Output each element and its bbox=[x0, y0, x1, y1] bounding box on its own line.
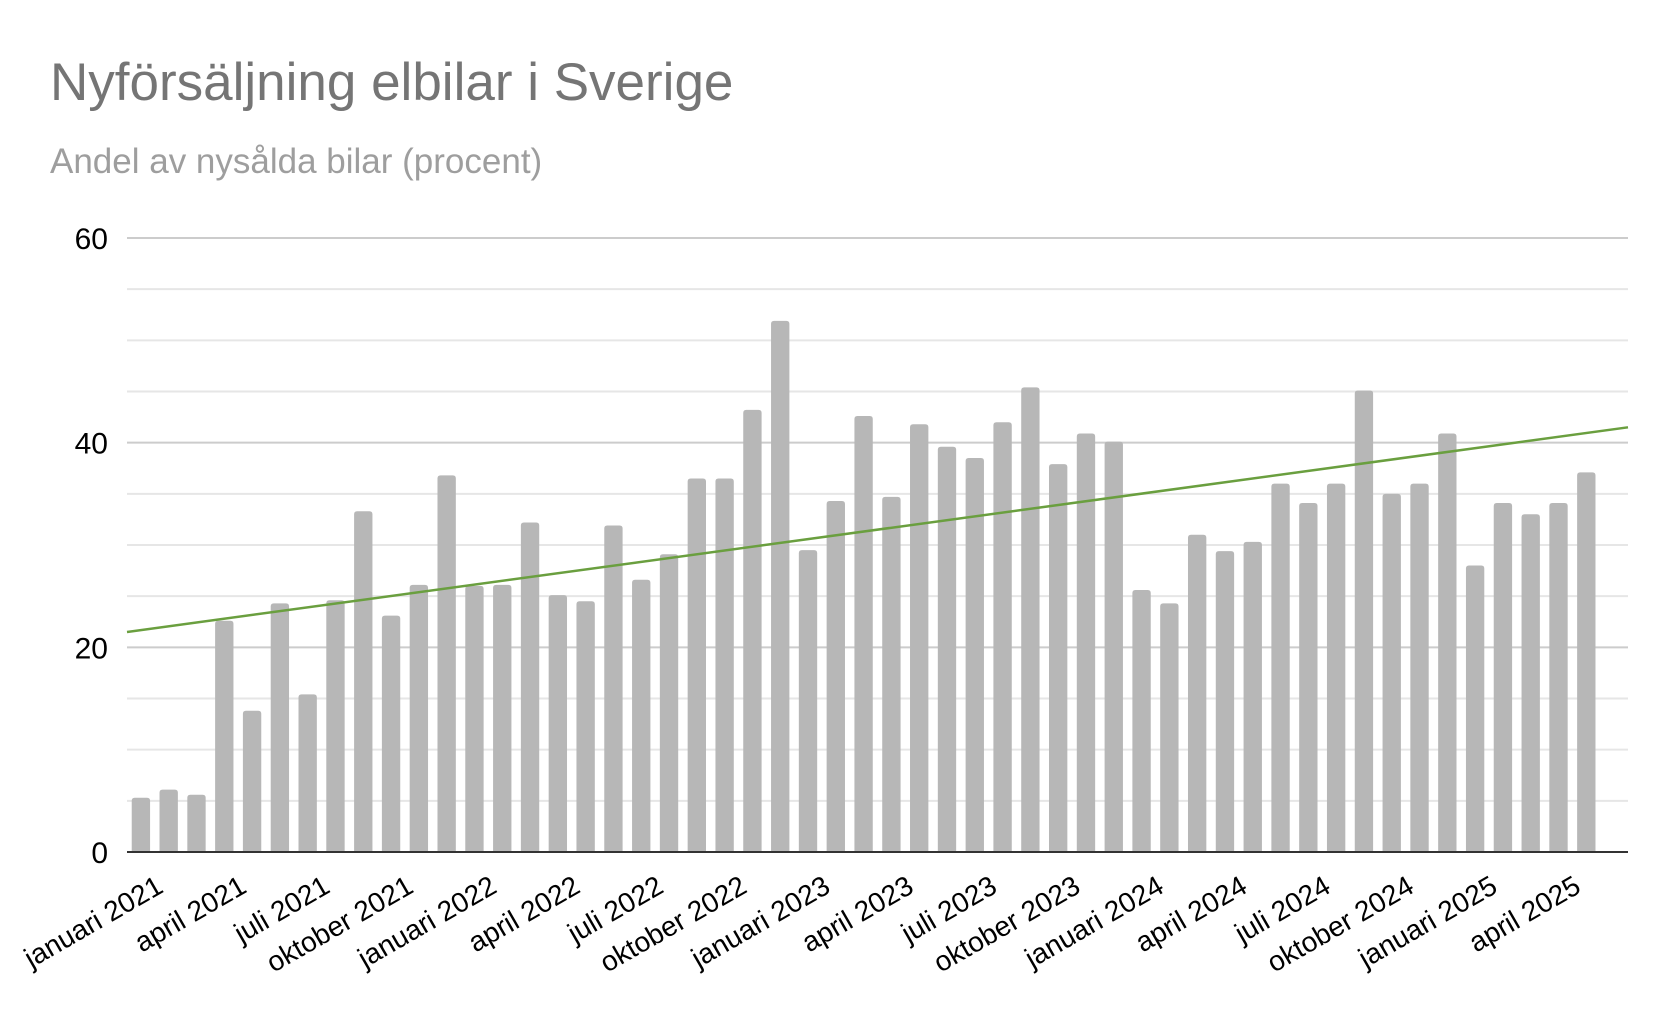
bar bbox=[1549, 503, 1568, 852]
bar bbox=[270, 603, 290, 852]
bar bbox=[1521, 514, 1540, 852]
bar bbox=[1354, 390, 1374, 852]
bar bbox=[604, 525, 623, 852]
y-tick-label: 40 bbox=[75, 428, 108, 461]
bar bbox=[493, 584, 512, 852]
bar bbox=[520, 522, 540, 852]
bar bbox=[409, 584, 429, 852]
bar bbox=[242, 710, 262, 852]
bar bbox=[687, 478, 706, 852]
bar bbox=[1076, 433, 1096, 852]
bar bbox=[576, 601, 595, 852]
bar bbox=[1021, 387, 1040, 852]
bar bbox=[465, 585, 484, 852]
bar bbox=[993, 422, 1012, 852]
bar bbox=[743, 409, 762, 852]
bar bbox=[187, 794, 206, 852]
bar bbox=[798, 550, 818, 852]
bar bbox=[437, 475, 456, 852]
bar bbox=[715, 478, 734, 852]
y-tick-label: 0 bbox=[91, 837, 108, 870]
bar bbox=[659, 554, 679, 852]
bar bbox=[1326, 483, 1346, 852]
bar bbox=[1493, 503, 1513, 852]
bar bbox=[215, 620, 234, 852]
bar bbox=[1410, 483, 1429, 852]
bar bbox=[826, 500, 845, 852]
bar bbox=[1271, 483, 1290, 852]
bar bbox=[1438, 433, 1457, 852]
bar bbox=[381, 615, 401, 852]
bar bbox=[1215, 551, 1235, 852]
bar bbox=[854, 416, 873, 852]
bar bbox=[1299, 503, 1318, 852]
bar bbox=[354, 511, 373, 852]
chart-subtitle: Andel av nysålda bilar (procent) bbox=[50, 142, 543, 181]
bar bbox=[771, 320, 790, 852]
bar bbox=[159, 789, 178, 852]
bar bbox=[882, 496, 901, 852]
bar bbox=[1577, 472, 1596, 852]
bar bbox=[937, 446, 957, 852]
bar bbox=[1160, 603, 1179, 852]
y-tick-label: 20 bbox=[75, 632, 108, 665]
bar bbox=[910, 424, 929, 852]
bar bbox=[965, 458, 984, 852]
trendline bbox=[126, 426, 1629, 634]
bar bbox=[1187, 534, 1207, 852]
bar bbox=[548, 595, 568, 852]
bar bbox=[1132, 590, 1151, 852]
bar bbox=[1382, 493, 1401, 852]
bar bbox=[1243, 541, 1262, 852]
bar bbox=[326, 600, 345, 852]
bar bbox=[1465, 565, 1485, 852]
chart-title: Nyförsäljning elbilar i Sverige bbox=[50, 53, 734, 112]
y-tick-label: 60 bbox=[75, 223, 108, 256]
bar bbox=[131, 797, 151, 852]
bar bbox=[298, 694, 317, 852]
bar bbox=[632, 579, 651, 852]
bar bbox=[1049, 464, 1068, 852]
bar bbox=[1104, 441, 1123, 852]
